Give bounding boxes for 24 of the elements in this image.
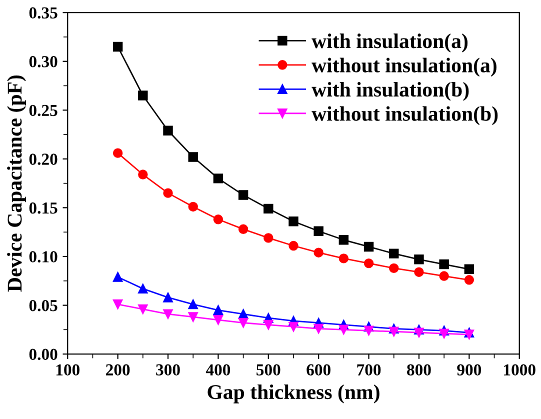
y-tick-label: 0.00 <box>29 348 58 360</box>
legend-label: with insulation(a) <box>312 34 468 52</box>
legend-label: with insulation(b) <box>312 82 469 101</box>
y-tick-label: 0.10 <box>29 251 58 263</box>
y-tick-label: 0.20 <box>29 154 58 165</box>
x-axis-title: Gap thickness (nm) <box>208 384 380 404</box>
x-tick-label: 200 <box>106 364 130 376</box>
y-tick-label: 0.35 <box>29 7 58 19</box>
x-tick-label: 700 <box>357 364 381 376</box>
x-tick-label: 1000 <box>504 364 536 376</box>
x-tick-label: 600 <box>306 364 330 376</box>
x-tick-label: 100 <box>56 364 80 376</box>
x-tick-label: 900 <box>457 364 482 376</box>
x-tick-label: 400 <box>206 364 230 376</box>
x-tick-label: 800 <box>407 364 431 376</box>
y-axis-title: Device Capacitance (pF) <box>7 75 26 292</box>
legend-label: without insulation(b) <box>312 106 498 126</box>
y-tick-label: 0.15 <box>29 202 58 214</box>
y-tick-label: 0.25 <box>29 104 58 116</box>
x-tick-label: 500 <box>256 364 280 376</box>
x-tick-label: 300 <box>156 364 180 376</box>
y-tick-label: 0.05 <box>29 300 58 312</box>
y-tick-label: 0.30 <box>29 56 58 68</box>
legend-label: without insulation(a) <box>312 58 496 77</box>
